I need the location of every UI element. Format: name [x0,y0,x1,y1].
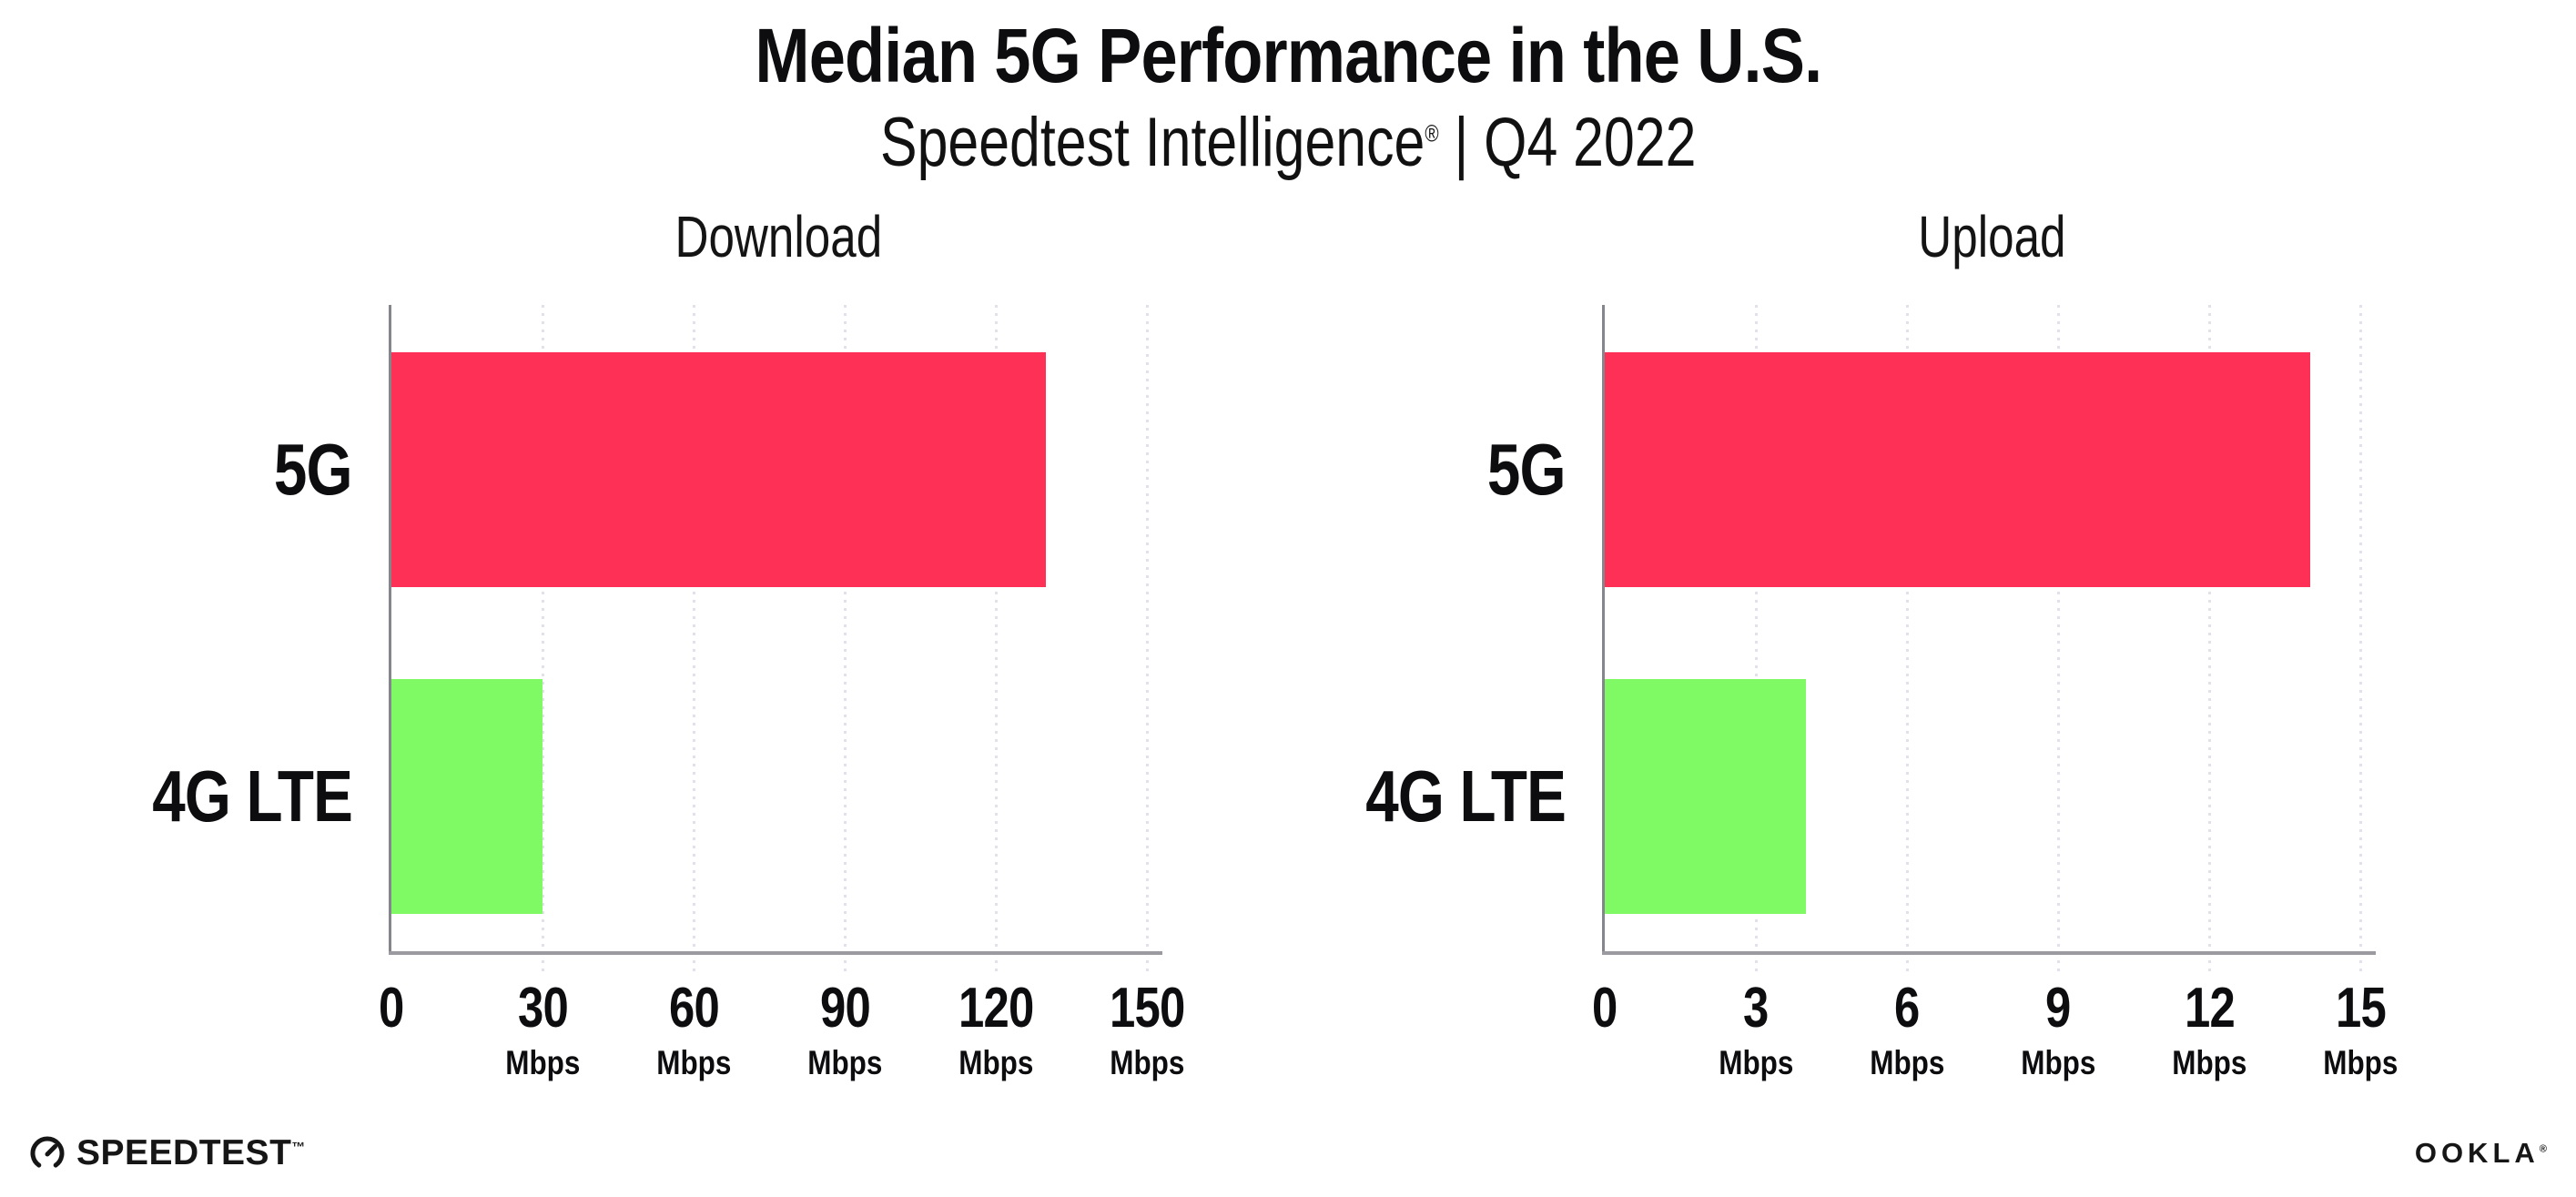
x-tick-label-90: 90 Mbps [763,976,927,1081]
bar-5g [1605,351,2310,587]
x-tick-unit: Mbps [504,1043,581,1081]
x-tick-unit: Mbps [1869,1043,1945,1081]
page-title-text: Median 5G Performance in the U.S. [755,13,1822,98]
x-tick-value: 30 [517,976,569,1040]
gridline-30 [541,304,544,971]
bar-4g-lte [391,678,543,914]
gridline-120 [994,304,998,971]
page-subtitle: Speedtest Intelligence® | Q4 2022 [0,103,2576,181]
gridline-6 [1905,304,1909,971]
chart-body-download: 5G 4G LTE [152,304,1165,971]
category-label-5g: 5G [274,428,353,510]
speedtest-gauge-icon [30,1136,65,1168]
x-axis-line [1602,950,2376,955]
plot-area-download [389,304,1162,971]
gridline-90 [843,304,847,971]
x-tick-value: 0 [379,976,404,1040]
registered-mark: ® [1425,121,1439,147]
trademark-mark: ™ [291,1141,306,1155]
x-tick-value: 12 [2184,976,2236,1040]
x-tick-unit: Mbps [1718,1043,1794,1081]
x-tick-value: 150 [1109,976,1185,1040]
plot-area-upload [1602,304,2376,971]
x-tick-value: 9 [2045,976,2071,1040]
category-labels-download: 5G 4G LTE [152,305,389,955]
gridline-15 [2358,304,2362,971]
category-label-4g-lte: 4G LTE [152,755,353,837]
speedtest-logo: SPEEDTEST™ [29,1133,306,1173]
header: Median 5G Performance in the U.S. Speedt… [0,0,2576,179]
x-tick-label-3: 3 Mbps [1674,976,1838,1081]
gridline-9 [2056,304,2060,971]
gridline-12 [2207,304,2211,971]
x-tick-label-30: 30 Mbps [461,976,624,1081]
ookla-logo: OOKLA® [2415,1137,2547,1170]
registered-mark: ® [2539,1143,2547,1155]
x-axis-labels-upload: 0 3 Mbps 6 Mbps 9 Mbps 12 Mbps 15 Mbps [1592,955,2398,1110]
x-axis-line [389,950,1162,955]
chart-upload: Upload 5G 4G LTE 0 3 Mbps 6 Mbps 9 Mbps 12 Mbps 15… [1365,203,2398,1110]
subtitle-brand: Speedtest Intelligence [879,103,1425,181]
x-tick-label-12: 12 Mbps [2127,976,2291,1081]
x-tick-value: 6 [1894,976,1920,1040]
x-tick-unit: Mbps [2171,1043,2247,1081]
category-label-4g-lte: 4G LTE [1365,755,1567,837]
x-tick-label-9: 9 Mbps [1976,976,2140,1081]
category-labels-upload: 5G 4G LTE [1365,305,1602,955]
x-tick-label-6: 6 Mbps [1825,976,1989,1081]
page-subtitle-text: Speedtest Intelligence® | Q4 2022 [879,103,1697,181]
x-axis-labels-download: 0 30 Mbps 60 Mbps 90 Mbps 120 Mbps 150 Mbps [379,955,1185,1110]
x-tick-label-120: 120 Mbps [914,976,1078,1081]
x-tick-value: 3 [1743,976,1769,1040]
gridline-60 [692,304,695,971]
ookla-wordmark: OOKLA® [2414,1137,2547,1169]
chart-title-download: Download [674,203,882,269]
x-tick-label-150: 150 Mbps [1065,976,1229,1081]
x-tick-label-0: 0 [309,976,473,1040]
chart-title-upload: Upload [1917,203,2066,269]
x-tick-label-15: 15 Mbps [2278,976,2442,1081]
page-title: Median 5G Performance in the U.S. [0,15,2576,97]
gridline-3 [1754,304,1758,971]
charts-row: Download 5G 4G LTE 0 30 Mbps 60 Mbps 90 Mbps 120… [0,203,2576,1110]
subtitle-period: Q4 2022 [1483,103,1697,181]
x-tick-value: 120 [958,976,1034,1040]
x-tick-value: 60 [668,976,720,1040]
speedtest-wordmark: SPEEDTEST™ [76,1133,306,1172]
bar-5g [391,351,1047,587]
x-tick-unit: Mbps [2020,1043,2096,1081]
x-tick-value: 15 [2335,976,2387,1040]
x-tick-value: 90 [819,976,871,1040]
gridline-150 [1145,304,1149,971]
chart-download: Download 5G 4G LTE 0 30 Mbps 60 Mbps 90 Mbps 120… [152,203,1185,1110]
x-tick-unit: Mbps [1109,1043,1185,1081]
x-tick-unit: Mbps [2322,1043,2399,1081]
category-label-5g: 5G [1487,428,1567,510]
x-tick-label-60: 60 Mbps [612,976,776,1081]
x-tick-unit: Mbps [655,1043,732,1081]
x-tick-label-0: 0 [1523,976,1687,1040]
bar-4g-lte [1605,678,1807,914]
chart-body-upload: 5G 4G LTE [1365,304,2378,971]
subtitle-separator: | [1438,103,1484,181]
x-tick-unit: Mbps [958,1043,1034,1081]
x-tick-unit: Mbps [806,1043,883,1081]
x-tick-value: 0 [1592,976,1618,1040]
